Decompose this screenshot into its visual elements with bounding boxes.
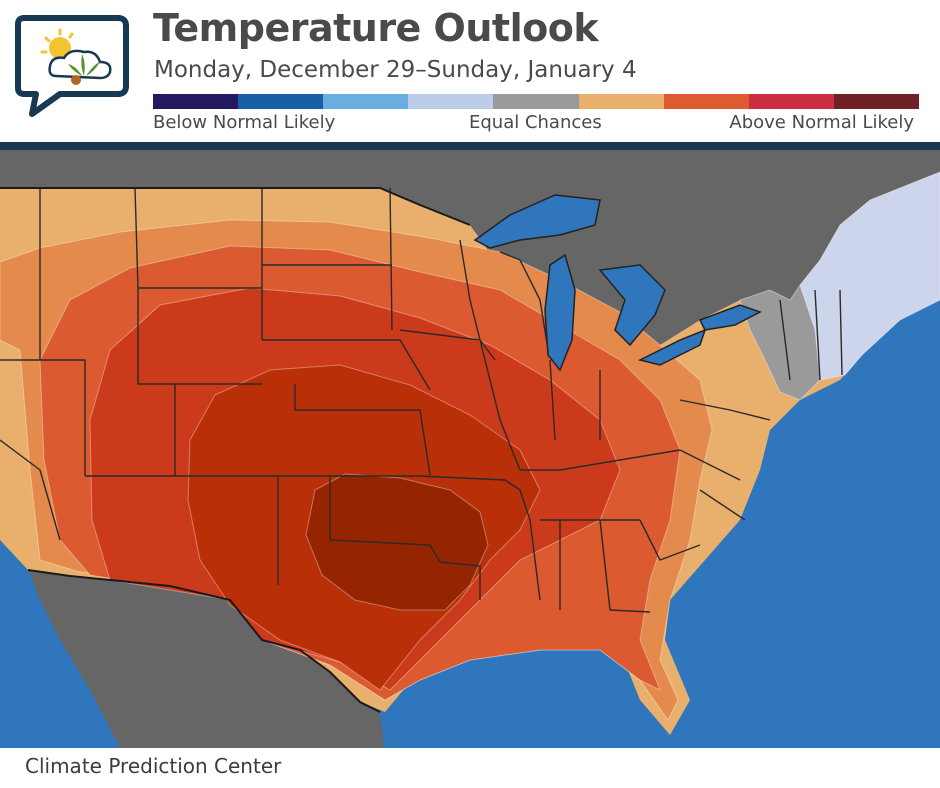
legend-swatch-above-mid <box>748 94 834 109</box>
legend-swatch-above-high <box>833 94 919 109</box>
legend-color-scale <box>153 94 919 109</box>
mexico-land <box>28 570 384 748</box>
legend-above-label: Above Normal Likely <box>729 112 914 133</box>
header: Temperature Outlook Monday, December 29–… <box>0 0 940 142</box>
legend-swatch-above-low <box>663 94 749 109</box>
footer <box>0 748 940 788</box>
legend-swatch-below-high <box>153 94 239 109</box>
legend-equal-label: Equal Chances <box>469 112 602 133</box>
temperature-outlook-map <box>0 150 940 748</box>
weather-logo-icon <box>15 15 129 117</box>
source-credit: Climate Prediction Center <box>25 754 282 778</box>
above-80-90-region <box>305 473 489 611</box>
legend-below-label: Below Normal Likely <box>153 112 336 133</box>
legend-swatch-below-mid <box>238 94 324 109</box>
legend-swatch-equal <box>493 94 579 109</box>
page-title: Temperature Outlook <box>153 6 599 50</box>
international-borders <box>0 187 471 713</box>
header-divider <box>0 142 940 150</box>
legend-swatch-above-slight <box>578 94 664 109</box>
legend-swatch-below-slight <box>408 94 494 109</box>
date-range-subtitle: Monday, December 29–Sunday, January 4 <box>154 57 637 83</box>
great-lakes <box>473 194 762 372</box>
canada-land <box>0 150 940 360</box>
legend-swatch-below-low <box>323 94 409 109</box>
